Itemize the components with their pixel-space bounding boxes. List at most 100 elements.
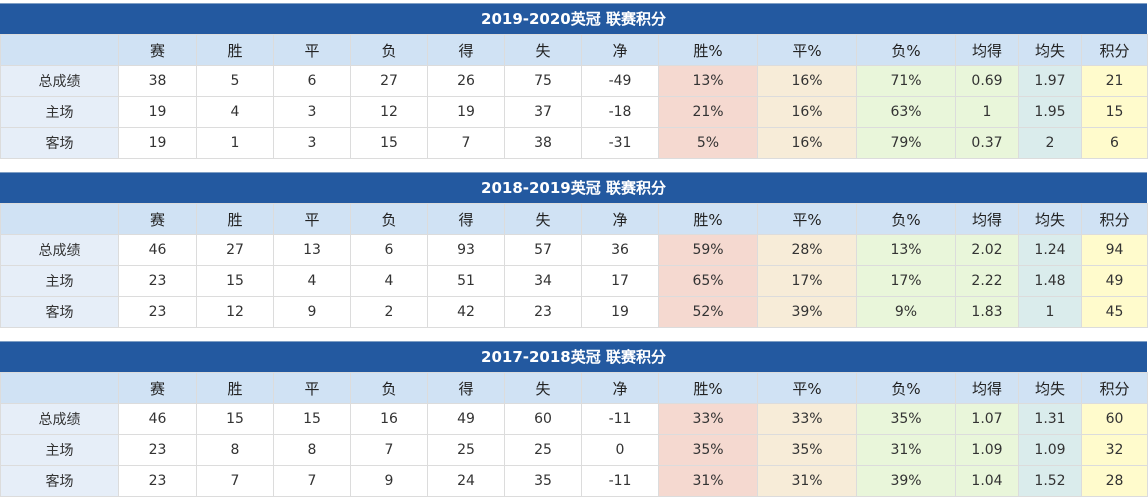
table-row: 总成绩 46 15 15 16 49 60 -11 33% 33% 35% 1.07 1.31 60	[0, 403, 1148, 435]
column-header: 负	[350, 34, 428, 66]
cell: 15	[273, 403, 351, 435]
cell: 28	[1081, 465, 1148, 497]
cell: 4	[196, 96, 274, 128]
column-header: 胜%	[658, 203, 758, 235]
cell: 21	[1081, 65, 1148, 97]
cell: 24	[427, 465, 505, 497]
cell: 13%	[658, 65, 758, 97]
cell: 19	[427, 96, 505, 128]
column-header: 得	[427, 203, 505, 235]
cell: 1.48	[1018, 265, 1082, 297]
column-header: 平	[273, 372, 351, 404]
cell: -18	[581, 96, 659, 128]
cell: 16%	[757, 65, 857, 97]
standings-table: 2017-2018英冠 联赛积分赛胜平负得失净胜% 平% 负% 均得 均失 积分 总成绩 46…	[0, 341, 1148, 497]
cell: 7	[196, 465, 274, 497]
cell: 33%	[757, 403, 857, 435]
cell: 17	[581, 265, 659, 297]
cell: 1	[955, 96, 1019, 128]
cell: 71%	[856, 65, 956, 97]
cell: 36	[581, 234, 659, 266]
table-title: 2018-2019英冠 联赛积分	[0, 172, 1147, 203]
column-header: 平	[273, 34, 351, 66]
cell: 26	[427, 65, 505, 97]
column-header: 平%	[757, 34, 857, 66]
column-header: 得	[427, 34, 505, 66]
table-row: 主场 19 4 3 12 19 37 -18 21% 16% 63% 1 1.95 15	[0, 96, 1148, 128]
column-header: 胜	[196, 34, 274, 66]
cell: 19	[118, 127, 197, 159]
column-header: 失	[504, 372, 582, 404]
cell: 1.04	[955, 465, 1019, 497]
cell: 65%	[658, 265, 758, 297]
cell: 32	[1081, 434, 1148, 466]
cell: 16%	[757, 96, 857, 128]
cell: 60	[504, 403, 582, 435]
cell: -49	[581, 65, 659, 97]
cell: 23	[118, 434, 197, 466]
cell: 25	[504, 434, 582, 466]
header-row: 赛胜平负得失净胜% 平% 负% 均得 均失 积分	[0, 203, 1148, 235]
cell: 4	[350, 265, 428, 297]
cell: 8	[273, 434, 351, 466]
cell: 94	[1081, 234, 1148, 266]
cell: 1	[1018, 296, 1082, 328]
cell: -11	[581, 465, 659, 497]
cell: 0.69	[955, 65, 1019, 97]
standings-table: 2018-2019英冠 联赛积分赛胜平负得失净胜% 平% 负% 均得 均失 积分 总成绩 46…	[0, 172, 1148, 328]
column-header: 净	[581, 34, 659, 66]
cell: 9	[350, 465, 428, 497]
header-row: 赛胜平负得失净胜% 平% 负% 均得 均失 积分	[0, 34, 1148, 66]
cell: 7	[350, 434, 428, 466]
cell: 6	[273, 65, 351, 97]
column-header	[0, 203, 119, 235]
standings-table: 2019-2020英冠 联赛积分赛胜平负得失净胜% 平% 负% 均得 均失 积分 总成绩 38…	[0, 3, 1148, 159]
cell: 27	[196, 234, 274, 266]
cell: 59%	[658, 234, 758, 266]
cell: 9%	[856, 296, 956, 328]
cell: 19	[581, 296, 659, 328]
cell: 38	[504, 127, 582, 159]
table-row: 客场 19 1 3 15 7 38 -31 5% 16% 79% 0.37 2 6	[0, 127, 1148, 159]
cell: 1.09	[1018, 434, 1082, 466]
cell: 2.22	[955, 265, 1019, 297]
cell: 49	[427, 403, 505, 435]
column-header: 净	[581, 372, 659, 404]
cell: 1.24	[1018, 234, 1082, 266]
column-header: 胜	[196, 203, 274, 235]
cell: 35	[504, 465, 582, 497]
cell: 8	[196, 434, 274, 466]
cell: 0	[581, 434, 659, 466]
column-header: 赛	[118, 372, 197, 404]
column-header: 积分	[1081, 203, 1148, 235]
cell: 23	[118, 265, 197, 297]
cell: 0.37	[955, 127, 1019, 159]
table-row: 主场 23 15 4 4 51 34 17 65% 17% 17% 2.22 1.48 49	[0, 265, 1148, 297]
cell: 46	[118, 403, 197, 435]
table-title: 2019-2020英冠 联赛积分	[0, 3, 1147, 34]
cell: 19	[118, 96, 197, 128]
column-header: 负%	[856, 372, 956, 404]
cell: 6	[350, 234, 428, 266]
column-header: 失	[504, 203, 582, 235]
column-header: 负	[350, 372, 428, 404]
cell: 13%	[856, 234, 956, 266]
cell: 1	[196, 127, 274, 159]
column-header: 均失	[1018, 203, 1082, 235]
cell: 75	[504, 65, 582, 97]
cell: 2.02	[955, 234, 1019, 266]
cell: 12	[196, 296, 274, 328]
column-header: 平%	[757, 203, 857, 235]
cell: 5	[196, 65, 274, 97]
cell: 49	[1081, 265, 1148, 297]
column-header: 负%	[856, 34, 956, 66]
cell: 25	[427, 434, 505, 466]
cell: 46	[118, 234, 197, 266]
column-header: 赛	[118, 34, 197, 66]
row-label: 客场	[0, 465, 119, 497]
cell: 9	[273, 296, 351, 328]
cell: 1.31	[1018, 403, 1082, 435]
cell: 31%	[856, 434, 956, 466]
cell: 23	[118, 465, 197, 497]
cell: 23	[118, 296, 197, 328]
